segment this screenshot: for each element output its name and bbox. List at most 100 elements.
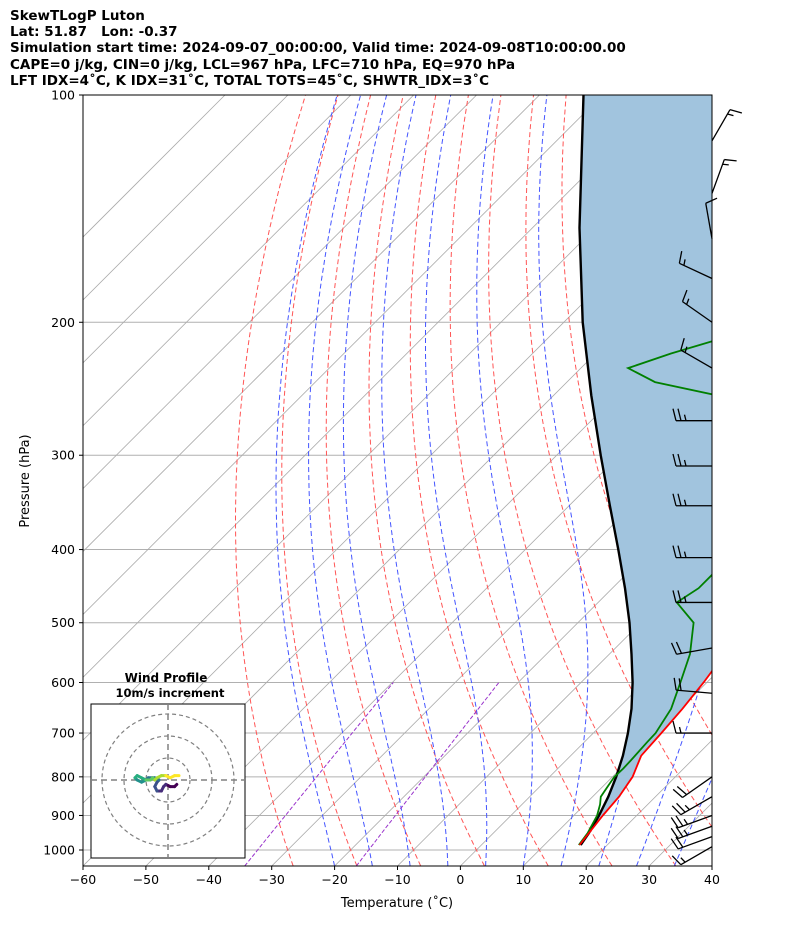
chart-title: SkewTLogP Luton [10, 8, 145, 24]
moist-adiabat [425, 95, 488, 866]
dry-adiabat [409, 95, 549, 866]
dry-adiabat [488, 95, 677, 866]
hodograph-area [91, 704, 245, 858]
inset-title: Wind Profile [125, 671, 208, 685]
wind-barb-shaft [677, 836, 713, 850]
wind-barb [705, 197, 718, 239]
isotherm-line [460, 613, 712, 866]
wind-barb-half-flag [683, 551, 687, 558]
wind-barb [672, 590, 712, 604]
wind-barb-flag [675, 641, 683, 654]
isotherm-line [397, 550, 712, 866]
wind-barb [672, 776, 713, 799]
wind-barb-shaft [680, 796, 713, 816]
wind-barb-flag [677, 590, 682, 603]
wind-barbs [670, 109, 743, 866]
wind-barb-flag [672, 408, 677, 421]
wind-barb [671, 846, 713, 866]
wind-barb-flag [681, 289, 688, 302]
wind-barb-half-flag [678, 726, 682, 734]
wind-barb-flag [675, 815, 684, 827]
wind-barb-flag [676, 786, 688, 796]
x-tick-label: −50 [133, 872, 159, 887]
wind-barb-flag [675, 836, 684, 848]
wind-barb [672, 453, 712, 467]
y-tick-label: 900 [51, 808, 75, 823]
index-line: LFT IDX=4˚C, K IDX=31˚C, TOTAL TOTS=45˚C… [10, 72, 490, 89]
x-tick-label: −30 [259, 872, 285, 887]
wind-barb-flag [672, 493, 677, 506]
x-tick-label: −60 [70, 872, 96, 887]
wind-barb [711, 109, 743, 142]
wind-barb-half-flag [683, 499, 687, 506]
isotherm-line [83, 95, 477, 490]
wind-barb-half-flag [683, 829, 689, 836]
wind-barb [681, 289, 713, 323]
moist-adiabat [538, 95, 589, 866]
isotherm-line [334, 488, 712, 866]
cape-layer [579, 95, 712, 845]
wind-barb [680, 338, 713, 369]
wind-barb [672, 545, 712, 559]
wind-barb-flag [705, 197, 718, 204]
temperature-line [578, 669, 712, 846]
wind-barb-flag [672, 590, 677, 603]
wind-barb-shaft [711, 109, 731, 142]
wind-barb-shaft [680, 349, 713, 369]
dry-adiabat [762, 95, 794, 866]
wind-barb [673, 677, 713, 694]
wind-barb-flag [675, 826, 684, 838]
wind-barb [670, 641, 713, 655]
isotherm-line [83, 95, 352, 364]
hodograph-ring [145, 757, 191, 803]
wind-barb-shaft [682, 776, 713, 799]
wind-barb [671, 796, 713, 816]
moist-adiabat [342, 95, 411, 866]
isotherm-line [145, 299, 712, 866]
wind-barb-flag [724, 158, 737, 162]
dry-adiabat [729, 95, 794, 866]
x-tick-label: −40 [196, 872, 222, 887]
dry-adiabat [235, 95, 306, 866]
wind-barb [670, 814, 713, 829]
wind-barb-half-flag [684, 346, 688, 353]
wind-barb-half-flag [727, 113, 734, 117]
wind-barb-half-flag [684, 804, 690, 811]
y-tick-label: 500 [51, 615, 75, 630]
x-tick-label: 10 [515, 872, 531, 887]
wind-barb-flag [680, 338, 685, 351]
wind-barb-flag [670, 642, 678, 655]
wind-barb-flag [676, 802, 686, 813]
isotherm-line [83, 95, 540, 553]
wind-barb [670, 836, 713, 850]
wind-barb-flag [672, 545, 677, 558]
x-tick-label: 30 [641, 872, 657, 887]
moist-adiabat [673, 776, 712, 866]
wind-barb-flag [672, 720, 677, 734]
chart-header: SkewTLogP Luton Lat: 51.87 Lon: -0.37 Si… [10, 8, 626, 89]
wind-barb [678, 251, 713, 280]
wind-barb-half-flag [683, 259, 686, 266]
time-line: Simulation start time: 2024-09-07_00:00:… [10, 40, 626, 57]
wind-barb-flag [678, 678, 682, 691]
y-tick-label: 300 [51, 448, 75, 463]
wind-barb-flag [677, 453, 682, 467]
moist-adiabat [275, 95, 338, 866]
wind-barb-flag [671, 805, 682, 816]
wind-barb-shaft [679, 262, 713, 280]
inset-subtitle: 10m/s increment [116, 686, 225, 700]
isotherm-line [83, 95, 666, 678]
wind-barb-flag [672, 788, 683, 798]
dry-adiabat [525, 95, 712, 828]
parcel-profile-line [578, 95, 634, 846]
wind-barb-flag [670, 827, 679, 839]
wind-barb-flag [677, 493, 682, 506]
wind-barb-flag [672, 453, 677, 467]
moist-adiabat [381, 95, 449, 866]
dry-adiabat [449, 95, 613, 866]
y-tick-label: 200 [51, 315, 75, 330]
x-tick-label: −10 [384, 872, 410, 887]
y-tick-label: 100 [51, 88, 75, 103]
wind-barb [672, 720, 712, 734]
